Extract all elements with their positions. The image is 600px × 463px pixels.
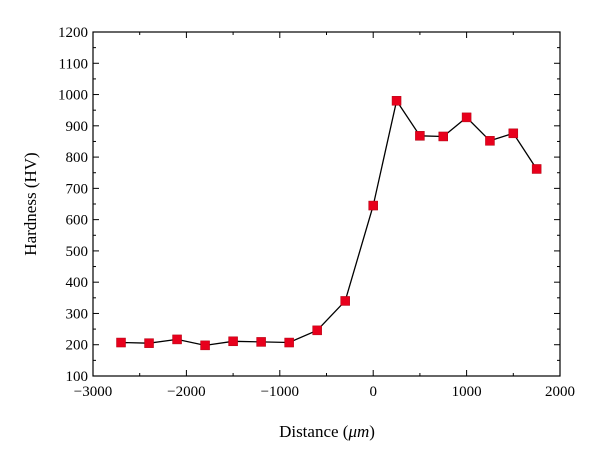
data-point [144,338,154,348]
y-tick-label: 800 [66,150,89,166]
y-tick-label: 600 [66,213,89,229]
data-point [116,337,126,348]
y-tick-label: 100 [66,369,89,385]
y-tick-label: 400 [66,275,89,291]
data-point [228,336,238,347]
data-point [391,96,402,106]
y-tick-label: 200 [66,338,89,354]
x-tick-label: −2000 [167,384,205,400]
data-point [340,296,350,306]
data-point [485,136,495,146]
data-point [531,164,542,174]
y-tick-label: 900 [66,119,89,135]
y-axis-title: Hardness (HV) [21,152,40,255]
data-point [284,337,294,348]
data-point [508,128,519,139]
y-tick-label: 1000 [58,88,88,104]
data-point [172,334,182,345]
plot-frame [92,31,561,377]
x-tick-label: 2000 [545,384,575,400]
y-tick-label: 1200 [58,25,88,41]
y-tick-label: 500 [66,244,89,260]
y-tick-label: 1100 [59,56,88,72]
data-point [415,131,425,141]
data-point [368,200,378,211]
y-tick-label: 700 [66,181,89,197]
y-tick-label: 300 [66,306,89,322]
x-tick-label: −3000 [74,384,112,400]
x-tick-label: 0 [369,384,377,400]
x-tick-label: 1000 [452,384,482,400]
x-axis-title: Distance (μm) [279,422,375,441]
data-point [461,112,472,123]
data-point [438,131,448,142]
data-point [312,325,322,336]
data-point [256,337,266,347]
data-point [200,340,210,351]
series-line [120,99,538,347]
x-tick-label: −1000 [261,384,299,400]
